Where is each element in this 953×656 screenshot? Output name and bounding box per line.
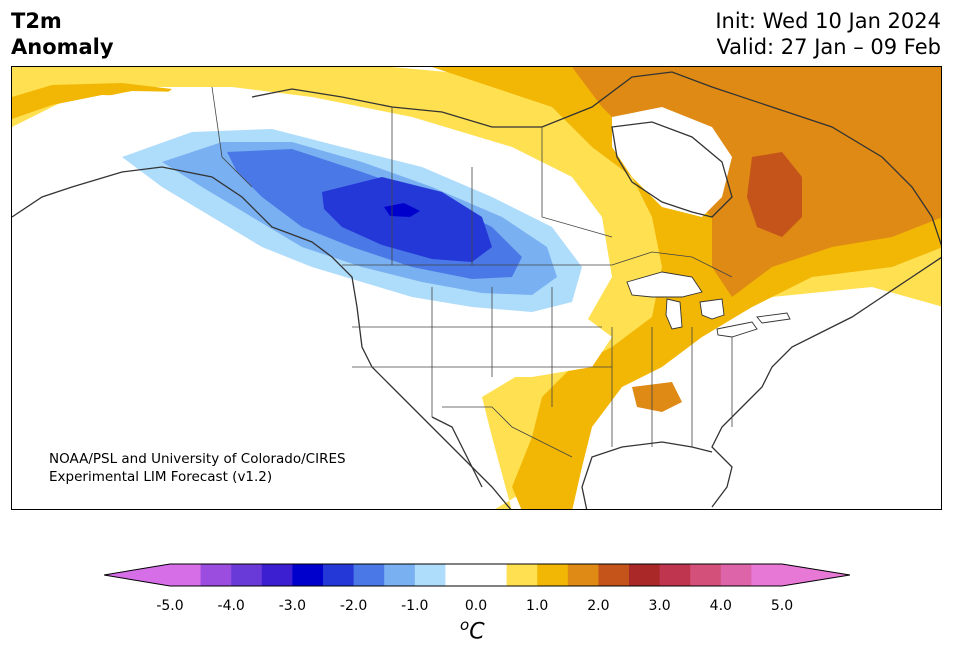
colorbar-tick-label: 0.0 <box>464 598 488 614</box>
warm-anomaly-band-3-southeast <box>632 382 682 412</box>
title-quantity: Anomaly <box>11 35 114 59</box>
credit-line-2: Experimental LIM Forecast (v1.2) <box>49 469 273 485</box>
colorbar-tick-label: -5.0 <box>156 598 184 614</box>
colorbar-bin <box>720 564 752 586</box>
colorbar-bin <box>567 564 599 586</box>
neutral-zone-west-us <box>332 287 612 509</box>
colorbar-bin <box>598 564 630 586</box>
cold-anomaly-band-4 <box>322 177 492 262</box>
colorbar-bin <box>200 564 232 586</box>
data-credit: NOAA/PSL and University of Colorado/CIRE… <box>49 450 346 486</box>
colorbar-bin <box>353 564 385 586</box>
colorbar-bin <box>690 564 722 586</box>
init-date-label: Init: Wed 10 Jan 2024 <box>715 9 941 33</box>
unit-letter: C <box>469 619 485 645</box>
forecast-dates: Init: Wed 10 Jan 2024 Valid: 27 Jan – 09… <box>715 8 941 60</box>
colorbar-unit: oC <box>460 616 485 644</box>
colorbar-bin <box>231 564 263 586</box>
warm-anomaly-band-4-quebec <box>747 152 802 237</box>
colorbar-tick-label: 5.0 <box>770 598 794 614</box>
colorbar-bin <box>629 564 661 586</box>
colorbar-bin <box>170 564 202 586</box>
colorbar-tick-label: -2.0 <box>339 598 368 614</box>
title-variable: T2m <box>11 9 62 33</box>
colorbar-bin <box>323 564 355 586</box>
colorbar <box>104 563 850 587</box>
colorbar-bin <box>537 564 569 586</box>
colorbar-tick-label: -3.0 <box>278 598 307 614</box>
colorbar-extend-low <box>104 564 170 586</box>
great-lakes <box>626 271 791 338</box>
colorbar-extend-high <box>782 564 850 586</box>
colorbar-tick-label: -4.0 <box>217 598 245 614</box>
colorbar-tick-label: -1.0 <box>401 598 429 614</box>
anomaly-map: NOAA/PSL and University of Colorado/CIRE… <box>11 66 942 510</box>
colorbar-bin <box>751 564 783 586</box>
map-title: T2m Anomaly <box>11 8 114 60</box>
colorbar-bin <box>476 564 508 586</box>
colorbar-bin <box>445 564 477 586</box>
unit-degree-symbol: o <box>460 616 470 634</box>
colorbar-tick-label: 3.0 <box>648 598 671 614</box>
colorbar-outline <box>104 563 850 587</box>
colorbar-tick-label: 1.0 <box>526 598 549 614</box>
political-borders <box>211 86 733 458</box>
valid-date-label: Valid: 27 Jan – 09 Feb <box>716 35 941 59</box>
colorbar-bin <box>506 564 538 586</box>
colorbar-bin <box>659 564 691 586</box>
colorbar-bin <box>414 564 446 586</box>
colorbar-bins <box>170 564 783 586</box>
neutral-zone-hudson <box>612 107 732 217</box>
credit-line-1: NOAA/PSL and University of Colorado/CIRE… <box>49 451 346 467</box>
cold-anomaly-core <box>384 203 420 217</box>
colorbar-bin <box>261 564 293 586</box>
colorbar-tick-label: 4.0 <box>709 598 732 614</box>
map-canvas <box>12 67 941 509</box>
colorbar-tick-label: 2.0 <box>587 598 610 614</box>
colorbar-bin <box>292 564 324 586</box>
colorbar-bin <box>384 564 416 586</box>
